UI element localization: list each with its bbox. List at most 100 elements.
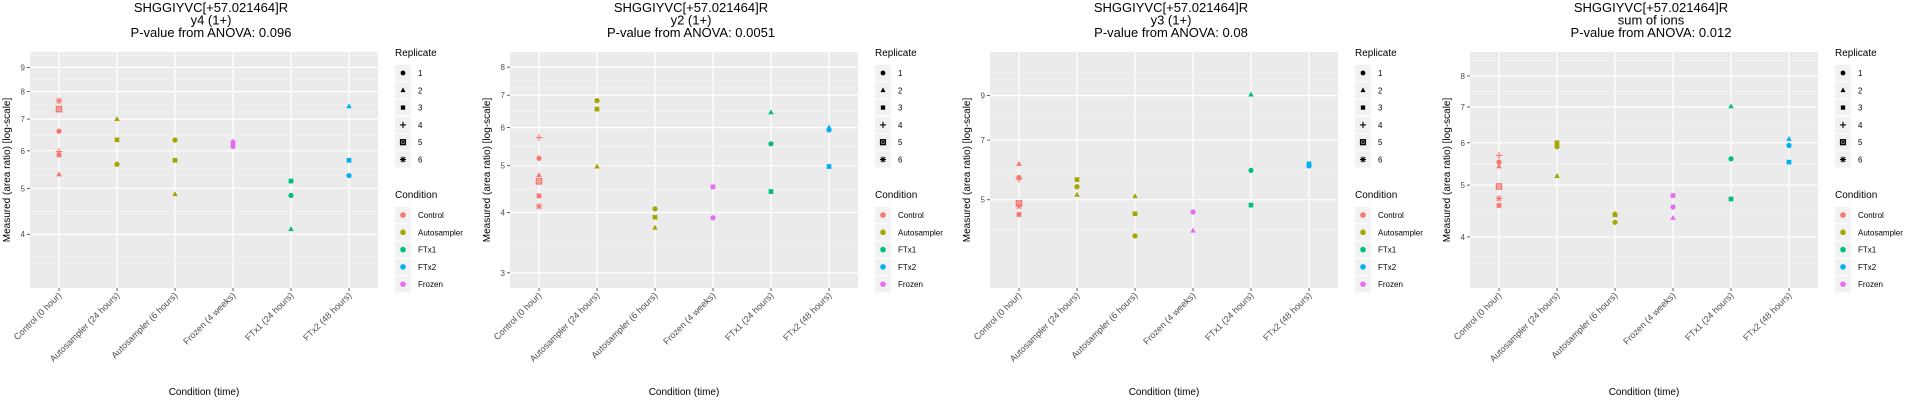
legend-shape-asterisk-icon <box>1840 156 1846 163</box>
legend-label: 4 <box>898 121 903 130</box>
legend-shape-circle-icon <box>1840 70 1846 76</box>
y-axis-label: Measured (area ratio) [log-scale] <box>482 98 493 243</box>
data-point-ftx1-rep1 <box>1248 167 1254 173</box>
chart-title-line-3: P-value from ANOVA: 0.08 <box>1094 25 1248 40</box>
x-tick-label: Frozen (4 weeks) <box>1141 290 1197 346</box>
legend-label: Frozen <box>418 280 443 289</box>
x-tick-label: FTx1 (24 hours) <box>1203 290 1255 342</box>
data-point-control-rep5 <box>1495 183 1503 190</box>
legend-shape-circle-icon <box>400 70 406 76</box>
chart-title-line-3: P-value from ANOVA: 0.012 <box>1571 25 1732 40</box>
data-point-ftx1-rep1 <box>288 192 294 199</box>
legend-shape-triangle-icon <box>1840 87 1846 93</box>
x-tick-label: FTx2 (48 hours) <box>781 290 833 342</box>
legend-label: FTx2 <box>1378 263 1397 272</box>
data-point-autosampler-rep2 <box>114 116 120 122</box>
data-point-ftx1-rep3 <box>288 178 294 184</box>
x-axis-label: Condition (time) <box>1609 387 1680 398</box>
data-point-ftx1-rep2 <box>1248 91 1254 97</box>
data-point-autosampler-rep3 <box>1132 211 1138 217</box>
legend-title-condition: Condition <box>1355 190 1397 201</box>
legend-color-control-icon <box>1360 212 1366 218</box>
legend-color-autosampler-icon <box>880 229 886 236</box>
legend-label: FTx2 <box>1858 263 1877 272</box>
legend-label: 5 <box>1378 138 1383 147</box>
y-axis-label: Measured (area ratio) [log-scale] <box>1442 98 1453 243</box>
legend-label: FTx2 <box>418 263 437 272</box>
legend-shape-square-icon <box>400 105 406 110</box>
data-point-autosampler-rep3 <box>114 137 120 143</box>
y-tick-label: 6 <box>1461 139 1466 148</box>
legend-label: 4 <box>1858 121 1863 130</box>
y-tick-label: 7 <box>21 115 26 124</box>
x-axis-label: Condition (time) <box>169 387 240 398</box>
legend-shape-square-cross-icon <box>399 139 407 146</box>
y-tick-label: 5 <box>1461 181 1466 190</box>
legend-label: Autosampler <box>1858 228 1903 237</box>
data-point-ftx1-rep2 <box>288 226 294 232</box>
legend-color-ftx2-icon <box>1840 264 1846 270</box>
data-point-control-rep2 <box>56 171 62 177</box>
y-tick-label: 3 <box>501 269 506 278</box>
data-point-control-rep5 <box>55 105 63 113</box>
x-axis-label: Condition (time) <box>1129 387 1200 398</box>
legend-shape-square-icon <box>1840 105 1846 110</box>
data-point-autosampler-rep3 <box>1554 140 1560 146</box>
x-tick-label: FTx1 (24 hours) <box>243 290 295 342</box>
data-point-ftx2-rep2 <box>1786 135 1792 141</box>
legend-title-replicate: Replicate <box>1835 48 1877 59</box>
data-point-autosampler-rep2 <box>1132 193 1138 199</box>
data-point-autosampler-rep1 <box>1132 233 1138 239</box>
legend-color-autosampler-icon <box>1360 229 1366 236</box>
legend-shape-plus-icon <box>879 121 887 129</box>
legend-title-condition: Condition <box>395 190 437 201</box>
legend-label: FTx1 <box>898 246 917 255</box>
data-point-control-rep4 <box>1015 175 1023 183</box>
data-point-ftx2-rep3 <box>1306 161 1312 167</box>
legend-title-condition: Condition <box>875 190 917 201</box>
legend-color-ftx1-icon <box>1360 246 1366 253</box>
y-tick-label: 6 <box>21 147 26 156</box>
legend-color-autosampler-icon <box>400 229 406 236</box>
data-point-autosampler-rep3 <box>594 106 600 112</box>
legend-label: Control <box>418 211 444 220</box>
data-point-ftx2-rep3 <box>1786 159 1792 165</box>
legend-shape-square-icon <box>1360 105 1366 110</box>
y-tick-label: 4 <box>21 230 26 239</box>
chart-title-line-2: sum of ions <box>1618 13 1685 28</box>
data-point-autosampler-rep1 <box>1612 219 1618 225</box>
legend-color-ftx2-icon <box>1360 264 1366 270</box>
legend-shape-plus-icon <box>1839 121 1847 129</box>
legend-color-frozen-icon <box>1840 281 1846 288</box>
legend-color-control-icon <box>880 212 886 218</box>
legend-label: 2 <box>1378 86 1383 95</box>
data-point-autosampler-rep2 <box>594 163 600 169</box>
legend-label: 6 <box>418 156 423 165</box>
data-point-frozen-rep1 <box>1190 209 1196 215</box>
chart-title-line-1: SHGGIYVC[+57.021464]R <box>614 0 768 15</box>
legend-label: 2 <box>898 86 903 95</box>
legend-color-control-icon <box>400 212 406 218</box>
legend-shape-circle-icon <box>880 70 886 76</box>
legend-shape-triangle-icon <box>400 87 406 93</box>
data-point-ftx1-rep1 <box>1728 156 1734 162</box>
y-tick-label: 5 <box>981 196 986 205</box>
legend-label: 1 <box>1858 69 1863 78</box>
y-axis-label: Measured (area ratio) [log-scale] <box>2 98 13 243</box>
chart-title-line-2: y3 (1+) <box>1151 13 1192 28</box>
data-point-control-rep6 <box>55 97 63 105</box>
data-point-control-rep1 <box>1496 159 1502 165</box>
legend-color-frozen-icon <box>880 281 886 288</box>
x-tick-label: Autosampler (6 hours) <box>589 290 659 360</box>
data-point-ftx2-rep1 <box>1786 142 1792 149</box>
data-point-control-rep6 <box>1015 202 1023 210</box>
legend-shape-triangle-icon <box>1360 87 1366 93</box>
data-point-ftx2-rep1 <box>346 172 352 179</box>
y-tick-label: 8 <box>501 63 506 72</box>
x-tick-label: Frozen (4 weeks) <box>1621 290 1677 346</box>
legend-shape-asterisk-icon <box>400 156 406 163</box>
legend-label: 1 <box>1378 69 1383 78</box>
